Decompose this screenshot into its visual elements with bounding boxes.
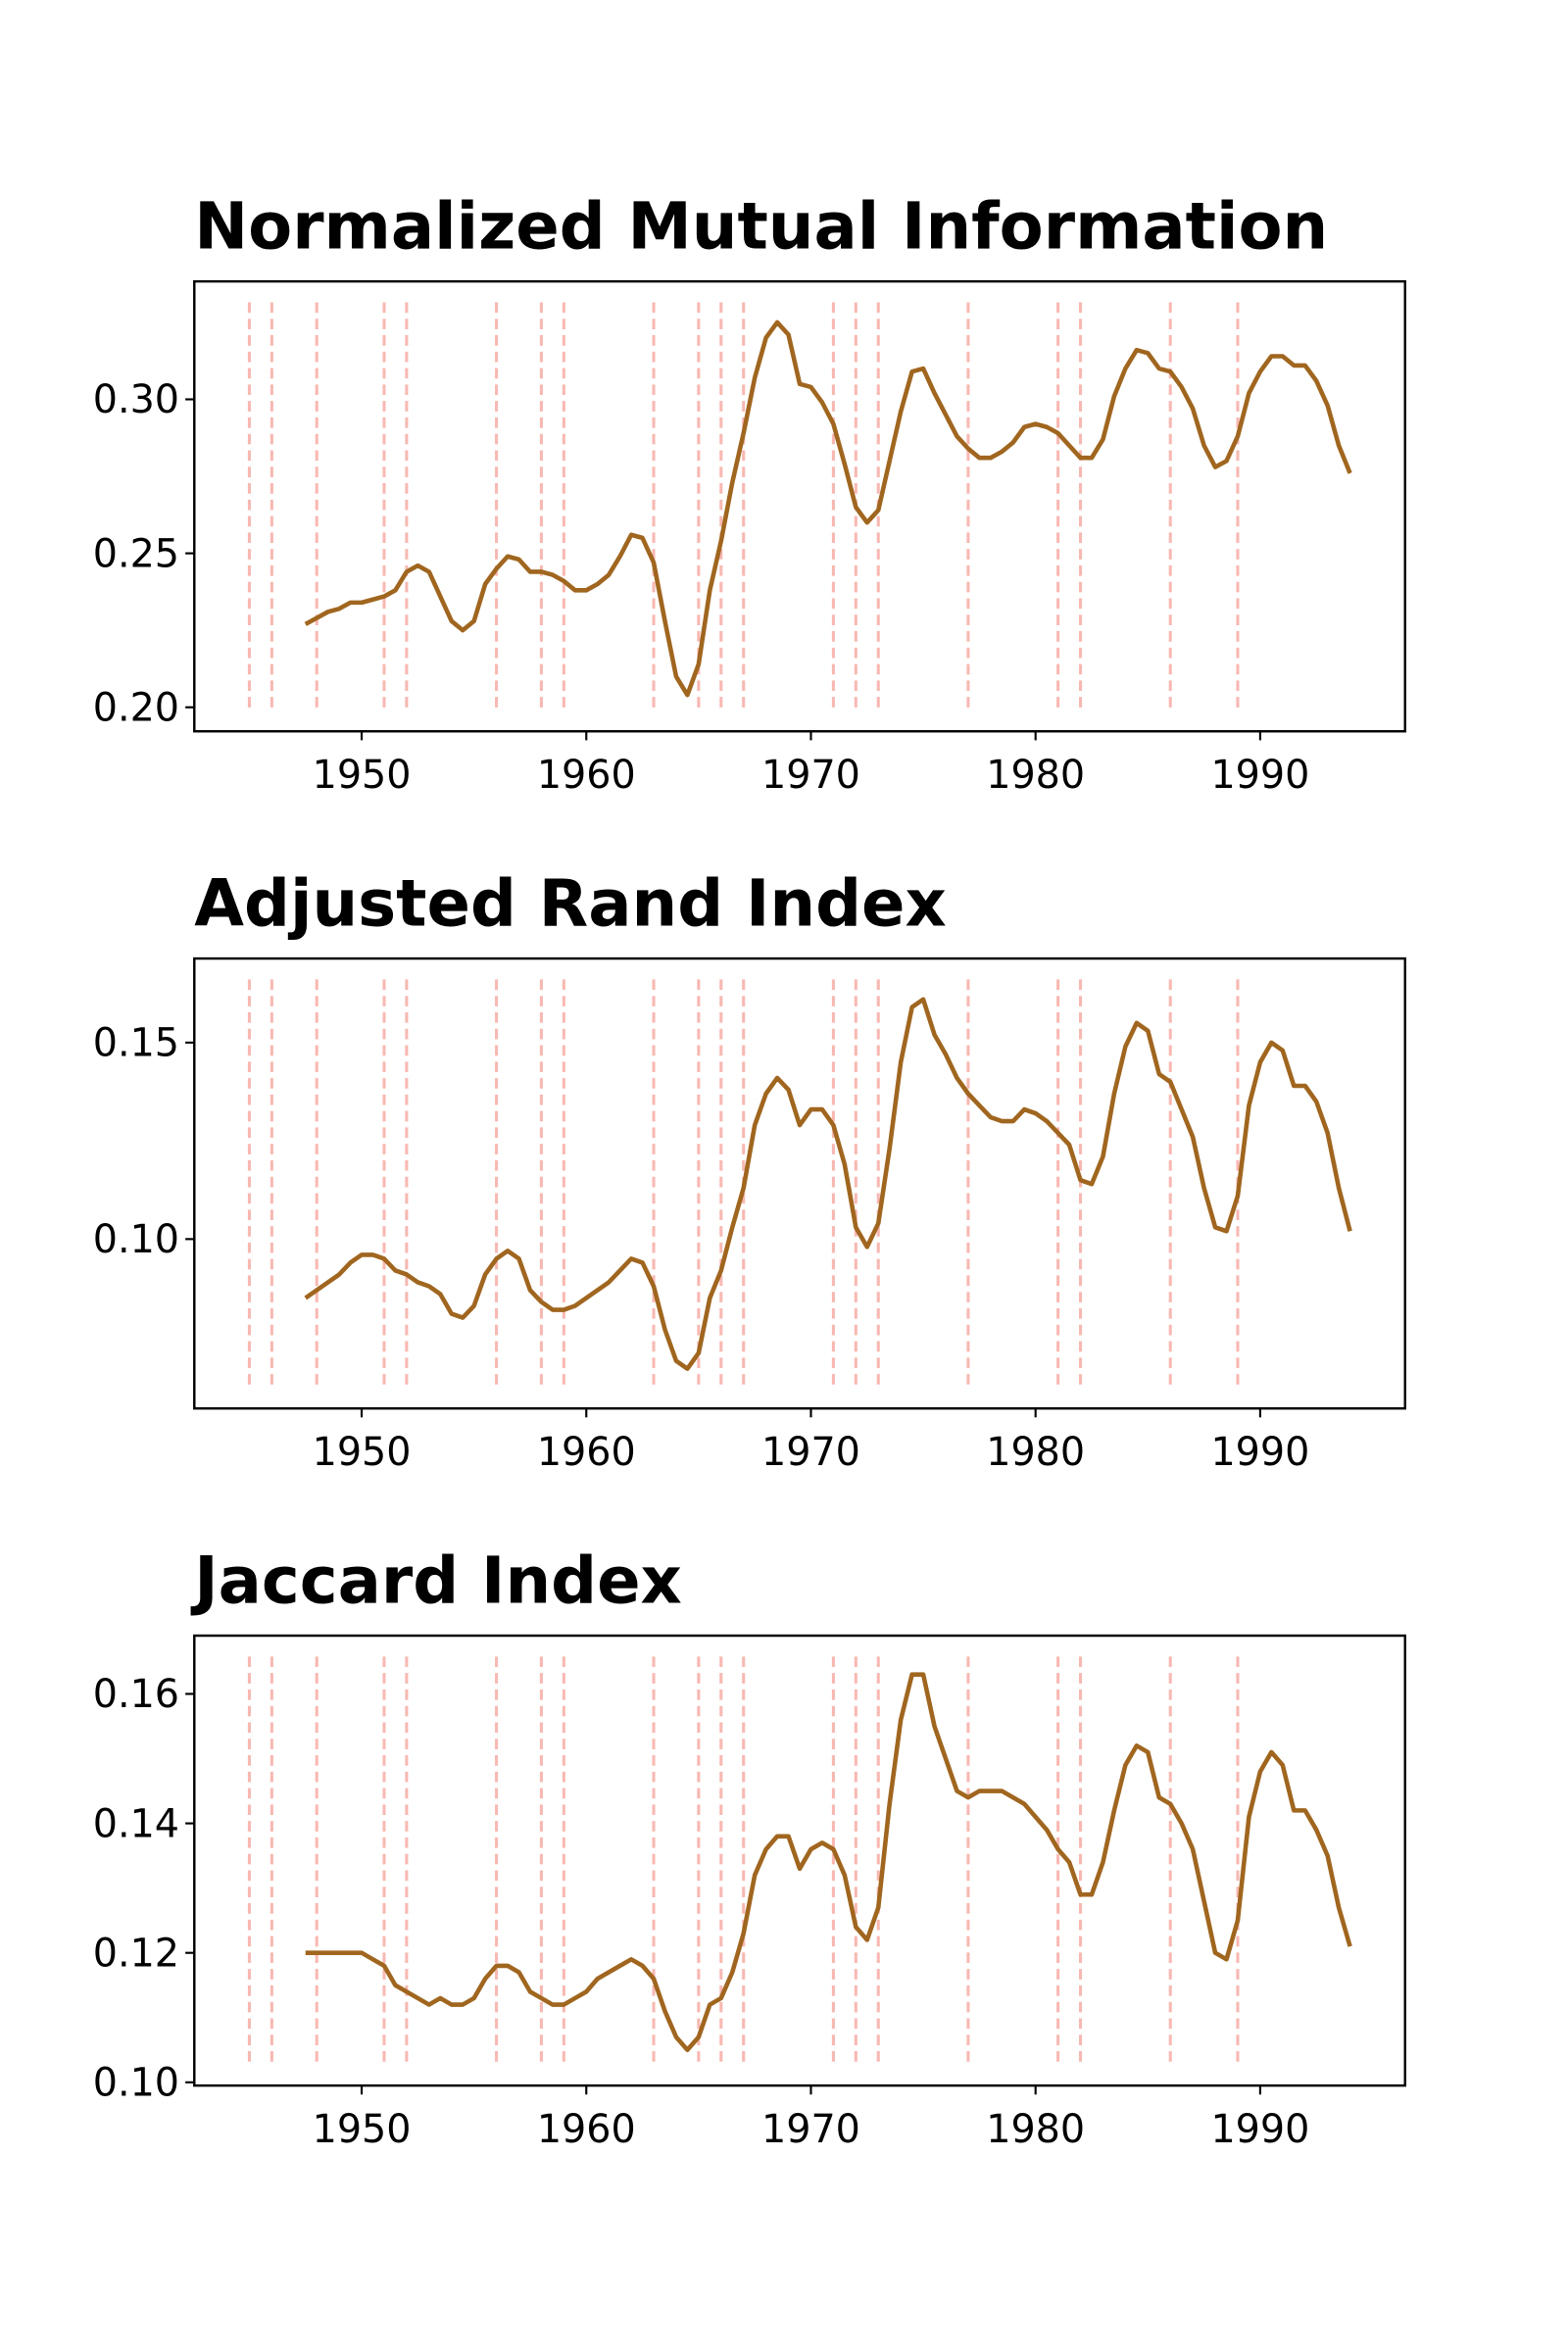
- x-tick-label: 1990: [1210, 753, 1309, 798]
- x-tick-label: 1990: [1210, 2107, 1309, 2152]
- x-tick-label: 1970: [761, 1430, 860, 1475]
- chart-title: Jaccard Index: [190, 1544, 682, 1618]
- y-tick-label: 0.14: [93, 1801, 179, 1846]
- plot-frame: [193, 279, 1406, 733]
- y-tick-label: 0.30: [93, 377, 179, 422]
- y-tick-label: 0.12: [93, 1931, 179, 1976]
- panel: Jaccard Index 1950 1960 1970 1980 1990 0.10 0.1…: [93, 1544, 1406, 2152]
- panel: Normalized Mutual Information 1950 1960 197…: [93, 190, 1406, 798]
- series-line: [304, 319, 1352, 698]
- x-tick-label: 1970: [761, 2107, 860, 2152]
- series-line: [305, 1672, 1352, 2053]
- y-tick-label: 0.25: [93, 531, 179, 576]
- x-tick-label: 1950: [313, 1430, 412, 1475]
- plot-frame: [193, 1634, 1406, 2087]
- x-tick-label: 1980: [986, 753, 1085, 798]
- plot-frame: [193, 956, 1406, 1410]
- x-tick-label: 1990: [1210, 1430, 1309, 1475]
- chart-title: Adjusted Rand Index: [194, 867, 947, 942]
- x-tick-label: 1960: [537, 2107, 636, 2152]
- y-tick-label: 0.10: [93, 1217, 179, 1262]
- x-tick-label: 1980: [986, 2107, 1085, 2152]
- y-tick-label: 0.16: [93, 1672, 179, 1717]
- x-tick-label: 1970: [761, 753, 860, 798]
- y-tick-label: 0.10: [93, 2061, 179, 2106]
- x-tick-label: 1960: [537, 1430, 636, 1475]
- x-tick-label: 1980: [986, 1430, 1085, 1475]
- chart-title: Normalized Mutual Information: [194, 190, 1328, 265]
- y-tick-label: 0.20: [93, 685, 179, 730]
- panel: Adjusted Rand Index 1950 1960 1970 1980 1990 0…: [93, 867, 1406, 1475]
- x-tick-label: 1960: [537, 753, 636, 798]
- x-tick-label: 1950: [313, 753, 412, 798]
- x-tick-label: 1950: [313, 2107, 412, 2152]
- y-tick-label: 0.15: [93, 1021, 179, 1066]
- series-line: [304, 997, 1352, 1371]
